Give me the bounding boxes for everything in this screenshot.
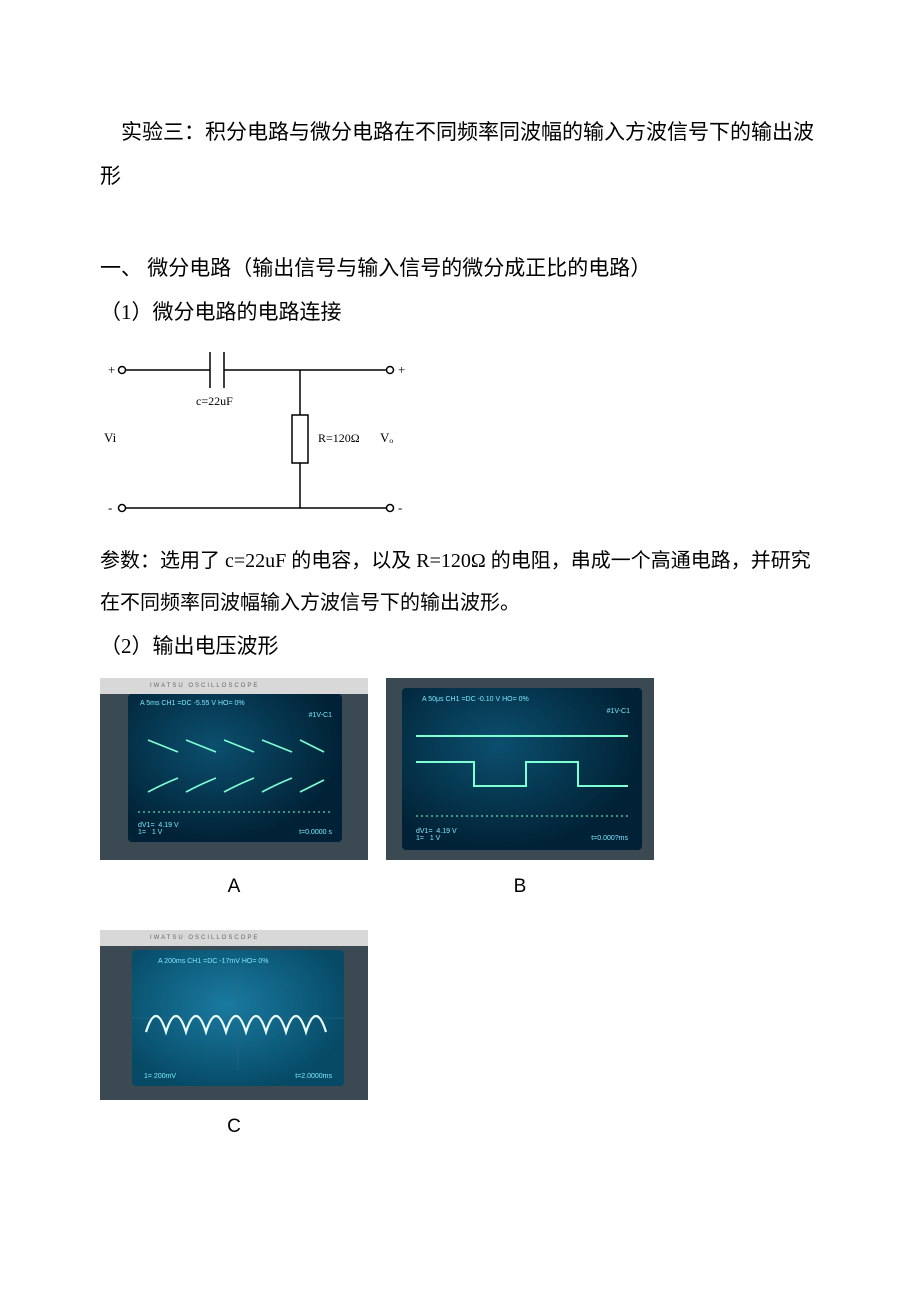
vo-label: Vₒ xyxy=(380,430,393,445)
plus-left: + xyxy=(108,362,115,377)
scope-c-br: t=2.0000ms xyxy=(295,1073,332,1080)
param-text: 参数：选用了 c=22uF 的电容，以及 R=120Ω 的电阻，串成一个高通电路… xyxy=(100,540,820,624)
section-1-sub2: （2）输出电压波形 xyxy=(100,624,820,668)
scope-c-bl: 1= 200mV xyxy=(144,1073,176,1080)
minus-right: - xyxy=(398,500,402,515)
document-title: 实验三：积分电路与微分电路在不同频率同波幅的输入方波信号下的输出波形 xyxy=(100,110,820,198)
photo-row-2: IWATSU OSCILLOSCOPE A 200ms CH1 =DC -17m… xyxy=(100,908,820,1138)
oscilloscope-photo-a: IWATSU OSCILLOSCOPE A 5ms CH1 =DC -5.55 … xyxy=(100,678,368,860)
photo-b-label: B xyxy=(514,876,527,898)
photo-a-label: A xyxy=(228,876,241,898)
scope-a-bl: dV1= 4.19 V 1= 1 V xyxy=(138,822,179,836)
scope-c-trace xyxy=(132,950,344,1086)
photo-c-wrap: IWATSU OSCILLOSCOPE A 200ms CH1 =DC -17m… xyxy=(100,908,368,1138)
scope-b-bl: dV1= 4.19 V 1= 1 V xyxy=(416,828,457,842)
photo-row-1: IWATSU OSCILLOSCOPE A 5ms CH1 =DC -5.55 … xyxy=(100,678,820,898)
scope-b-trace xyxy=(402,688,642,850)
photo-c-label: C xyxy=(227,1116,241,1138)
res-label: R=120Ω xyxy=(318,431,360,445)
photo-a-wrap: IWATSU OSCILLOSCOPE A 5ms CH1 =DC -5.55 … xyxy=(100,678,368,898)
oscilloscope-photo-b: A 50μs CH1 =DC -0.10 V HO= 0% #1V-C1 dV1 xyxy=(386,678,654,860)
vi-label: Vi xyxy=(104,430,117,445)
oscilloscope-photo-c: IWATSU OSCILLOSCOPE A 200ms CH1 =DC -17m… xyxy=(100,930,368,1100)
bezel-c-text: IWATSU OSCILLOSCOPE xyxy=(100,930,368,946)
cap-label: c=22uF xyxy=(196,394,233,408)
scope-a-br: t=0.0000 s xyxy=(299,829,332,836)
section-1-heading: 一、 微分电路（输出信号与输入信号的微分成正比的电路） xyxy=(100,246,820,290)
minus-left: - xyxy=(108,500,112,515)
section-1-sub1: （1）微分电路的电路连接 xyxy=(100,290,820,334)
bezel-a-text: IWATSU OSCILLOSCOPE xyxy=(100,678,368,694)
scope-b-br: t=0.000?ms xyxy=(591,835,628,842)
scope-a-trace xyxy=(128,694,342,842)
circuit-diagram: + + - - c=22uF R=120Ω Vi Vₒ xyxy=(100,340,410,530)
plus-right: + xyxy=(398,362,405,377)
photo-b-wrap: A 50μs CH1 =DC -0.10 V HO= 0% #1V-C1 dV1 xyxy=(386,678,654,898)
